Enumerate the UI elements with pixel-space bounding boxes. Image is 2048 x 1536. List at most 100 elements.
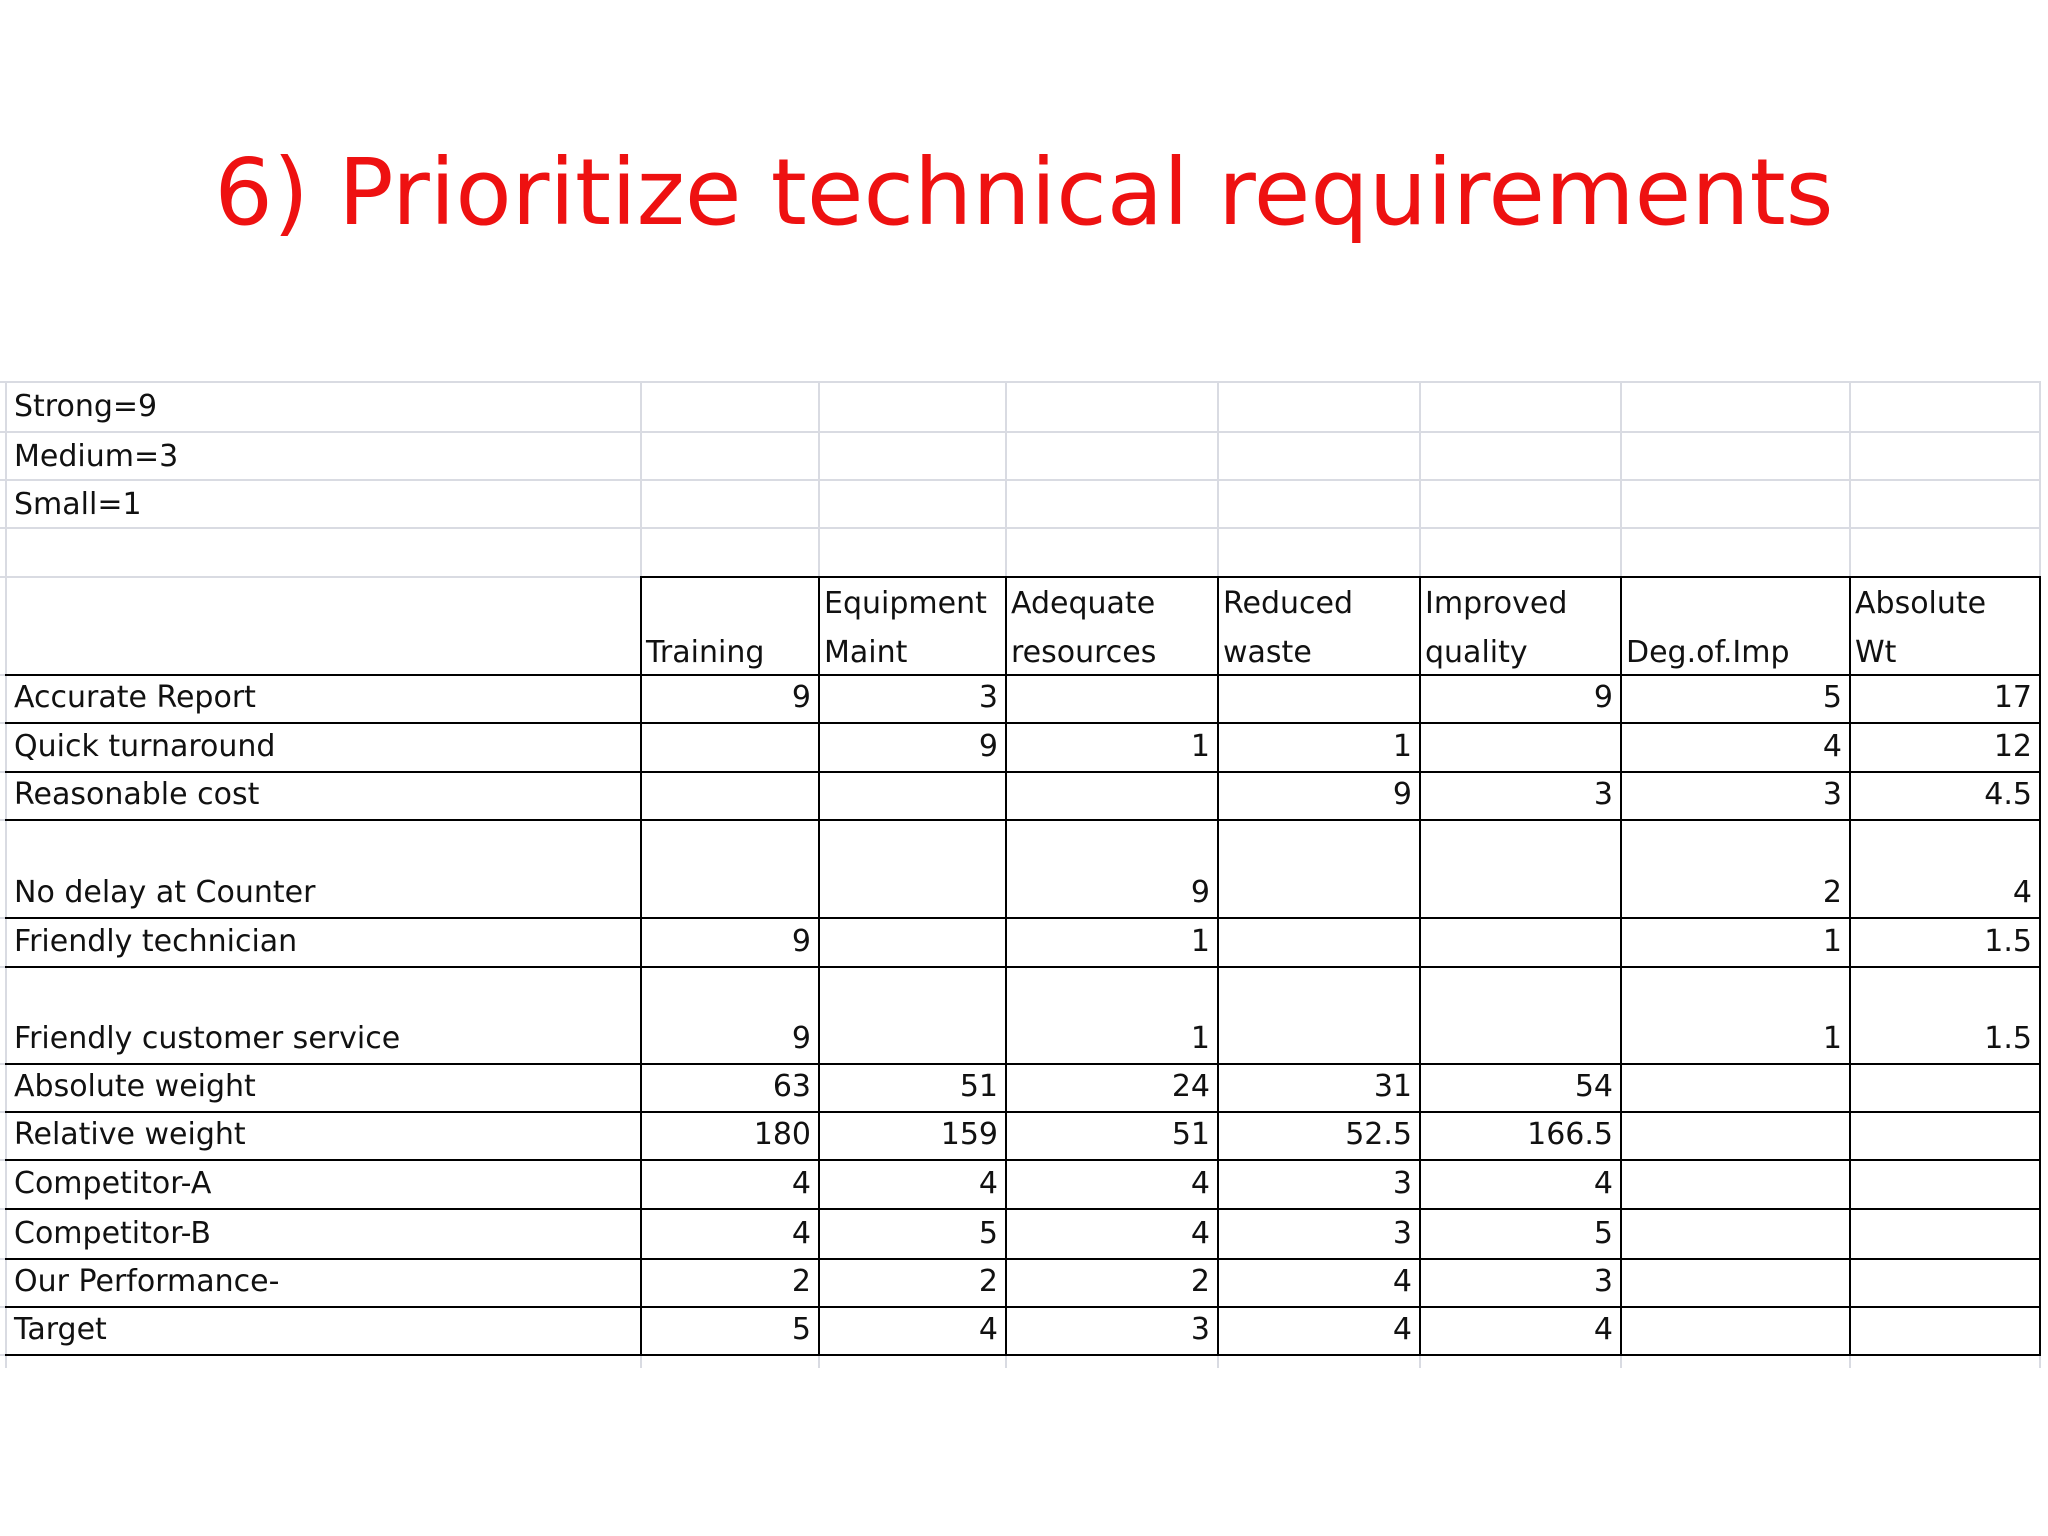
table-cell[interactable]: 4: [1822, 729, 1842, 764]
table-cell[interactable]: 4.5: [1984, 777, 2032, 812]
table-cell[interactable]: [1620, 1159, 1849, 1208]
table-cell[interactable]: 3: [978, 680, 998, 715]
table-cell[interactable]: [818, 770, 1005, 819]
legend-cell[interactable]: Strong=9: [14, 389, 158, 424]
table-cell[interactable]: 2: [1190, 1264, 1210, 1299]
legend-cell[interactable]: Small=1: [14, 487, 142, 522]
column-header-line1[interactable]: [1620, 579, 1849, 628]
table-cell[interactable]: 4: [1593, 1166, 1613, 1201]
table-cell[interactable]: [640, 770, 818, 819]
table-cell[interactable]: 2: [1822, 875, 1842, 910]
row-label[interactable]: Competitor-A: [14, 1166, 212, 1201]
column-header-line1[interactable]: Absolute: [1855, 586, 1987, 621]
table-cell[interactable]: 9: [1593, 680, 1613, 715]
table-cell[interactable]: [1849, 1305, 2039, 1354]
table-cell[interactable]: [1217, 868, 1419, 917]
column-header-line1[interactable]: Adequate: [1011, 586, 1156, 621]
table-cell[interactable]: 9: [791, 1021, 811, 1056]
table-cell[interactable]: 3: [1190, 1312, 1210, 1347]
table-cell[interactable]: 4: [1392, 1312, 1412, 1347]
table-cell[interactable]: 4: [1392, 1264, 1412, 1299]
table-cell[interactable]: [1620, 1305, 1849, 1354]
table-cell[interactable]: [1849, 1209, 2039, 1258]
table-cell[interactable]: [1620, 1110, 1849, 1159]
table-cell[interactable]: 24: [1171, 1069, 1210, 1104]
column-header-line1[interactable]: Equipment: [824, 586, 987, 621]
table-cell[interactable]: [1005, 673, 1217, 722]
table-cell[interactable]: [1217, 673, 1419, 722]
table-cell[interactable]: 4: [978, 1312, 998, 1347]
row-label[interactable]: Friendly customer service: [14, 1021, 401, 1056]
column-header-line2[interactable]: resources: [1011, 635, 1157, 670]
table-cell[interactable]: 180: [753, 1117, 811, 1152]
column-header-line2[interactable]: Deg.of.Imp: [1626, 635, 1790, 670]
column-header-line1[interactable]: [640, 579, 818, 628]
table-cell[interactable]: [1005, 770, 1217, 819]
table-cell[interactable]: 1: [1190, 1021, 1210, 1056]
table-cell[interactable]: 5: [791, 1312, 811, 1347]
table-cell[interactable]: [1419, 1014, 1620, 1063]
table-cell[interactable]: 12: [1993, 729, 2032, 764]
row-label[interactable]: Friendly technician: [14, 924, 298, 959]
column-header-line2[interactable]: Training: [646, 635, 765, 670]
table-cell[interactable]: 9: [791, 924, 811, 959]
table-cell[interactable]: [640, 868, 818, 917]
table-cell[interactable]: 1: [1190, 729, 1210, 764]
table-cell[interactable]: 2: [978, 1264, 998, 1299]
table-cell[interactable]: 3: [1822, 777, 1842, 812]
table-cell[interactable]: 3: [1593, 777, 1613, 812]
table-cell[interactable]: [1849, 1257, 2039, 1306]
table-cell[interactable]: 9: [791, 680, 811, 715]
table-cell[interactable]: 51: [959, 1069, 998, 1104]
table-cell[interactable]: [818, 1014, 1005, 1063]
table-cell[interactable]: 159: [940, 1117, 998, 1152]
table-cell[interactable]: 3: [1392, 1216, 1412, 1251]
column-header-line2[interactable]: quality: [1425, 635, 1528, 670]
table-cell[interactable]: 52.5: [1345, 1117, 1412, 1152]
row-label[interactable]: Our Performance-: [14, 1264, 280, 1299]
row-label[interactable]: Accurate Report: [14, 680, 256, 715]
column-header-line1[interactable]: Reduced: [1223, 586, 1354, 621]
row-label[interactable]: Target: [14, 1312, 107, 1347]
table-cell[interactable]: [1419, 868, 1620, 917]
table-cell[interactable]: [640, 722, 818, 771]
column-header-line1[interactable]: Improved: [1425, 586, 1568, 621]
table-cell[interactable]: 5: [1593, 1216, 1613, 1251]
row-label[interactable]: No delay at Counter: [14, 875, 316, 910]
table-cell[interactable]: 9: [978, 729, 998, 764]
table-cell[interactable]: [1217, 917, 1419, 966]
table-cell[interactable]: [818, 868, 1005, 917]
table-cell[interactable]: [1849, 1159, 2039, 1208]
table-cell[interactable]: 9: [1392, 777, 1412, 812]
table-cell[interactable]: 5: [1822, 680, 1842, 715]
table-cell[interactable]: [1419, 722, 1620, 771]
table-cell[interactable]: 1: [1822, 924, 1842, 959]
table-cell[interactable]: [1620, 1062, 1849, 1111]
table-cell[interactable]: [1217, 1014, 1419, 1063]
legend-cell[interactable]: Medium=3: [14, 439, 179, 474]
table-cell[interactable]: 4: [791, 1216, 811, 1251]
row-label[interactable]: Reasonable cost: [14, 777, 260, 812]
table-cell[interactable]: 1.5: [1984, 924, 2032, 959]
table-cell[interactable]: 1: [1392, 729, 1412, 764]
row-label[interactable]: Quick turnaround: [14, 729, 276, 764]
table-cell[interactable]: 166.5: [1527, 1117, 1613, 1152]
table-cell[interactable]: [1620, 1209, 1849, 1258]
table-cell[interactable]: 1.5: [1984, 1021, 2032, 1056]
table-cell[interactable]: [1849, 1110, 2039, 1159]
table-cell[interactable]: [1849, 1062, 2039, 1111]
table-cell[interactable]: 3: [1593, 1264, 1613, 1299]
table-cell[interactable]: 17: [1993, 680, 2032, 715]
table-cell[interactable]: 3: [1392, 1166, 1412, 1201]
row-label[interactable]: Relative weight: [14, 1117, 246, 1152]
row-label[interactable]: Competitor-B: [14, 1216, 211, 1251]
table-cell[interactable]: 1: [1190, 924, 1210, 959]
table-cell[interactable]: 1: [1822, 1021, 1842, 1056]
table-cell[interactable]: 4: [1190, 1166, 1210, 1201]
column-header-line2[interactable]: waste: [1223, 635, 1312, 670]
table-cell[interactable]: 54: [1574, 1069, 1613, 1104]
table-cell[interactable]: 51: [1171, 1117, 1210, 1152]
table-cell[interactable]: 4: [791, 1166, 811, 1201]
table-cell[interactable]: [818, 917, 1005, 966]
table-cell[interactable]: 5: [978, 1216, 998, 1251]
